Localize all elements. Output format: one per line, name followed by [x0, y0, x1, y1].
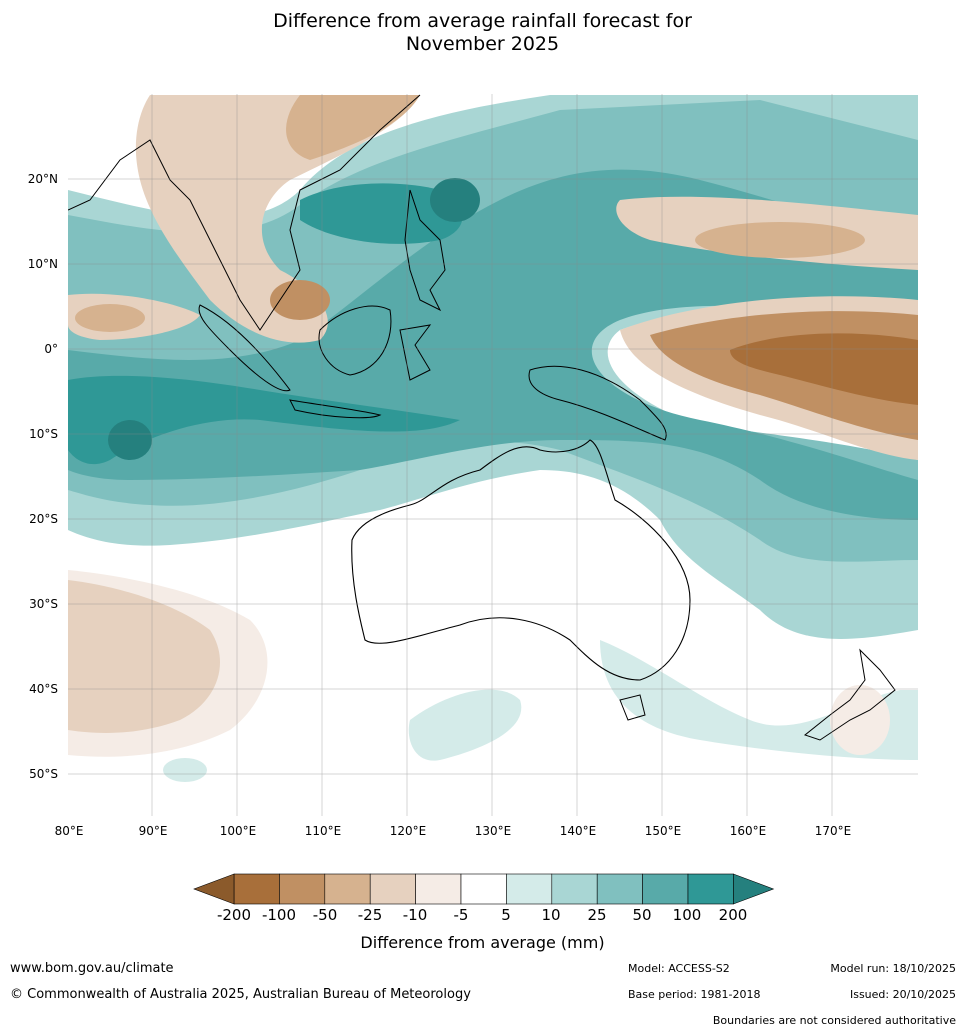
model-run-text: Model run: 18/10/2025 [830, 962, 956, 975]
title-line-2: November 2025 [405, 33, 560, 55]
x-tick-label: 150°E [644, 824, 682, 838]
tropical-wet-core-2 [68, 375, 460, 465]
pacific-dry-core [730, 333, 918, 405]
colorbar-swatch [687, 873, 734, 905]
y-tick-label: 10°N [27, 257, 58, 271]
x-tick-label: 120°E [389, 824, 427, 838]
colorbar-title: Difference from average (mm) [360, 933, 605, 952]
tropical-wet-band-high [68, 169, 918, 520]
x-tick-label: 130°E [474, 824, 512, 838]
indian-ocean-dry-mid [68, 580, 220, 733]
new-guinea-coastline [528, 365, 667, 441]
southern-wet-patch-2 [163, 758, 207, 782]
y-tick-label: 20°S [29, 512, 58, 526]
colorbar-label: 100 [672, 906, 702, 924]
colorbar-swatch [460, 873, 507, 905]
andaman-dry-core [75, 304, 145, 332]
y-tick-label: 20°N [27, 172, 58, 186]
colorbar-swatch [415, 873, 462, 905]
tropical-wet-core [300, 183, 463, 244]
graticule [68, 94, 918, 816]
asia-coastline [68, 94, 421, 331]
issued-text: Issued: 20/10/2025 [849, 988, 956, 1001]
colorbar-swatch [596, 873, 643, 905]
north-pacific-dry-core [695, 222, 865, 258]
borneo-coastline [318, 305, 392, 376]
colorbar-label: 50 [632, 906, 652, 924]
colorbar-swatch [369, 873, 416, 905]
southern-wet-patch [408, 689, 522, 761]
colorbar-swatch [233, 873, 280, 905]
colorbar-label: 25 [587, 906, 607, 924]
colorbar-label: -5 [453, 906, 469, 924]
colorbar-label: -100 [261, 906, 297, 924]
y-tick-label: 30°S [29, 597, 58, 611]
tropical-wet-peak [108, 420, 152, 460]
java-coastline [289, 399, 382, 419]
se-asia-dry [135, 95, 421, 343]
colorbar-swatch [279, 873, 326, 905]
se-asia-dry-mid [286, 95, 420, 160]
map-title: Difference from average rainfall forecas… [0, 10, 965, 56]
x-tick-label: 140°E [559, 824, 597, 838]
disclaimer-text: Boundaries are not considered authoritat… [712, 1014, 956, 1027]
x-tick-label: 110°E [304, 824, 342, 838]
colorbar-swatch [551, 873, 598, 905]
colorbar-swatch [506, 873, 553, 905]
colorbar-extend-low [193, 873, 235, 905]
colorbar-label: 5 [501, 906, 511, 924]
website-link[interactable]: www.bom.gov.au/climate [10, 961, 174, 976]
australia-coastline [351, 439, 691, 681]
x-tick-label: 80°E [54, 824, 84, 838]
colorbar-swatch [324, 873, 371, 905]
colorbar-label: 10 [541, 906, 561, 924]
colorbar-label: -200 [216, 906, 252, 924]
tasmania-coastline [619, 694, 646, 721]
title-line-1: Difference from average rainfall forecas… [273, 10, 692, 32]
sumatra-coastline [198, 304, 291, 392]
y-tick-label: 50°S [29, 767, 58, 781]
colorbar [193, 873, 775, 905]
colorbar-label: -25 [357, 906, 383, 924]
indochina-dry-core [270, 280, 330, 320]
philippines-wet-peak [430, 178, 480, 222]
colorbar-label: -50 [312, 906, 338, 924]
y-tick-label: 40°S [29, 682, 58, 696]
colorbar-label: -10 [402, 906, 428, 924]
nz-dry [830, 685, 890, 755]
colorbar-label: 200 [718, 906, 748, 924]
map-area [68, 94, 918, 816]
x-tick-label: 160°E [729, 824, 767, 838]
new-zealand-coastline [803, 648, 896, 741]
base-period-text: Base period: 1981-2018 [628, 988, 761, 1001]
sulawesi-coastline [399, 324, 432, 381]
y-tick-label: 10°S [29, 427, 58, 441]
x-tick-label: 170°E [814, 824, 852, 838]
colorbar-extend-high [733, 873, 775, 905]
model-text: Model: ACCESS-S2 [628, 962, 730, 975]
y-tick-label: 0° [44, 342, 58, 356]
x-tick-label: 90°E [138, 824, 168, 838]
philippines-coastline [404, 189, 446, 312]
colorbar-swatch [642, 873, 689, 905]
copyright-text: © Commonwealth of Australia 2025, Austra… [10, 987, 471, 1002]
x-tick-label: 100°E [219, 824, 257, 838]
